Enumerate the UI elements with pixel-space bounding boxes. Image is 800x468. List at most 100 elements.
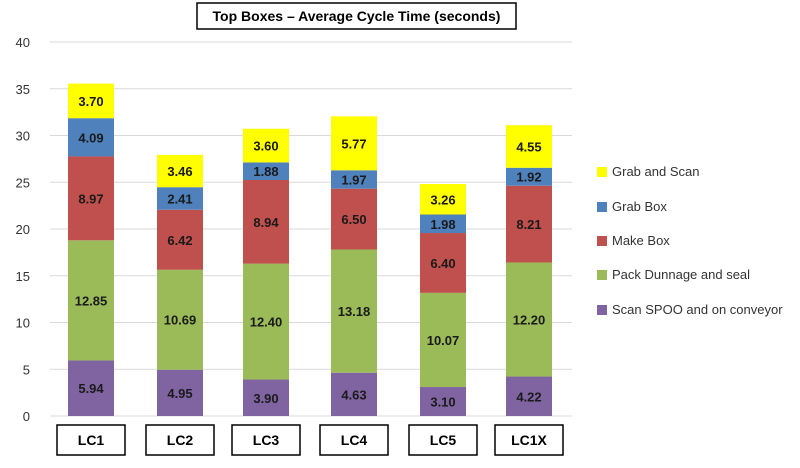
bar-segment — [331, 249, 377, 373]
y-tick-label: 15 — [16, 269, 30, 284]
bar-segment — [157, 154, 203, 188]
legend: Grab and Scan Grab Box Make Box Pack Dunnag… — [597, 164, 783, 317]
legend-swatch — [597, 270, 607, 280]
bar-segment — [506, 185, 552, 263]
bar-segment — [331, 372, 377, 416]
bar-segment — [506, 167, 552, 186]
chart-title-group: Top Boxes – Average Cycle Time (seconds) — [196, 2, 517, 30]
bar-segment — [157, 187, 203, 210]
bar-segment — [68, 360, 114, 416]
y-tick-label: 10 — [16, 316, 30, 331]
legend-swatch — [597, 305, 607, 315]
data-label: 8.94 — [253, 215, 279, 230]
y-tick-label: 40 — [16, 35, 30, 50]
y-tick-label: 20 — [16, 222, 30, 237]
bar-segment — [420, 233, 466, 293]
data-label: 4.09 — [78, 130, 103, 145]
data-label: 3.90 — [253, 391, 278, 406]
x-tick-label: LC3 — [253, 432, 280, 448]
data-label: 12.40 — [250, 315, 283, 330]
data-label: 3.26 — [430, 192, 455, 207]
bar-segment — [506, 262, 552, 377]
x-tick-label: LC5 — [430, 432, 457, 448]
bar-segment — [420, 387, 466, 416]
data-label: 13.18 — [338, 304, 371, 319]
data-label: 4.22 — [516, 389, 541, 404]
legend-label: Pack Dunnage and seal — [612, 267, 750, 282]
y-tick-label: 25 — [16, 175, 30, 190]
bar-segment — [68, 83, 114, 119]
bar-segment — [68, 118, 114, 157]
y-tick-label: 0 — [23, 409, 30, 424]
legend-swatch — [597, 236, 607, 246]
bar-segment — [506, 376, 552, 416]
legend-label: Grab and Scan — [612, 164, 699, 179]
bar-segment — [506, 125, 552, 168]
y-tick-label: 5 — [23, 362, 30, 377]
x-tick-label: LC1X — [511, 432, 547, 448]
bar-segment — [157, 369, 203, 416]
legend-swatch — [597, 167, 607, 177]
y-tick-label: 35 — [16, 82, 30, 97]
data-label: 5.77 — [341, 136, 366, 151]
bar-segment — [243, 128, 289, 163]
bar-segment — [157, 209, 203, 270]
data-label: 1.98 — [430, 217, 455, 232]
legend-swatch — [597, 202, 607, 212]
data-label: 12.20 — [513, 313, 546, 328]
legend-label: Make Box — [612, 233, 670, 248]
bar-segment — [68, 156, 114, 241]
bar-segment — [420, 214, 466, 234]
gridlines — [50, 41, 572, 417]
chart-title-box — [196, 2, 517, 30]
data-label: 4.55 — [516, 139, 541, 154]
legend-label: Scan SPOO and on conveyor — [612, 302, 783, 317]
data-label: 5.94 — [78, 381, 104, 396]
category-box — [319, 424, 389, 456]
category-box — [494, 424, 564, 456]
data-label: 8.21 — [516, 217, 541, 232]
data-label: 4.95 — [167, 386, 192, 401]
data-label: 10.07 — [427, 333, 460, 348]
bar-segment — [420, 184, 466, 215]
bars: 5.94 12.85 8.97 4.09 3.70 4.95 10.69 6.42 2.41 3.… — [68, 83, 552, 416]
bar-segment — [243, 263, 289, 380]
bar-segment — [420, 292, 466, 388]
data-label: 6.42 — [167, 233, 192, 248]
data-label: 1.92 — [516, 170, 541, 185]
data-label: 1.97 — [341, 172, 366, 187]
chart-title: Top Boxes – Average Cycle Time (seconds) — [213, 8, 501, 24]
bar-segment — [331, 188, 377, 250]
y-tick-label: 30 — [16, 129, 30, 144]
data-label: 4.63 — [341, 387, 366, 402]
data-label: 8.97 — [78, 191, 103, 206]
data-label: 12.85 — [75, 293, 108, 308]
category-box — [56, 424, 126, 456]
data-label: 3.10 — [430, 395, 455, 410]
data-label: 1.88 — [253, 164, 278, 179]
data-label: 2.41 — [167, 191, 192, 206]
bar-segment — [331, 116, 377, 171]
data-label: 6.40 — [430, 256, 455, 271]
data-label: 6.50 — [341, 212, 366, 227]
x-tick-label: LC1 — [78, 432, 105, 448]
bar-segment — [68, 240, 114, 361]
x-tick-label: LC2 — [167, 432, 194, 448]
x-axis-categories: LC1 LC2 LC3 LC4 LC5 LC1X — [56, 424, 564, 456]
bar-segment — [243, 379, 289, 416]
data-label: 10.69 — [164, 313, 197, 328]
category-box — [231, 424, 301, 456]
category-box — [145, 424, 215, 456]
category-box — [408, 424, 478, 456]
data-label: 3.46 — [167, 164, 192, 179]
data-label: 3.70 — [78, 94, 103, 109]
bar-segment — [243, 162, 289, 181]
legend-label: Grab Box — [612, 199, 667, 214]
bar-segment — [331, 170, 377, 189]
data-label: 3.60 — [253, 139, 278, 154]
x-tick-label: LC4 — [341, 432, 368, 448]
y-axis: 0 5 10 15 20 25 30 35 40 — [16, 35, 30, 424]
bar-segment — [157, 269, 203, 370]
